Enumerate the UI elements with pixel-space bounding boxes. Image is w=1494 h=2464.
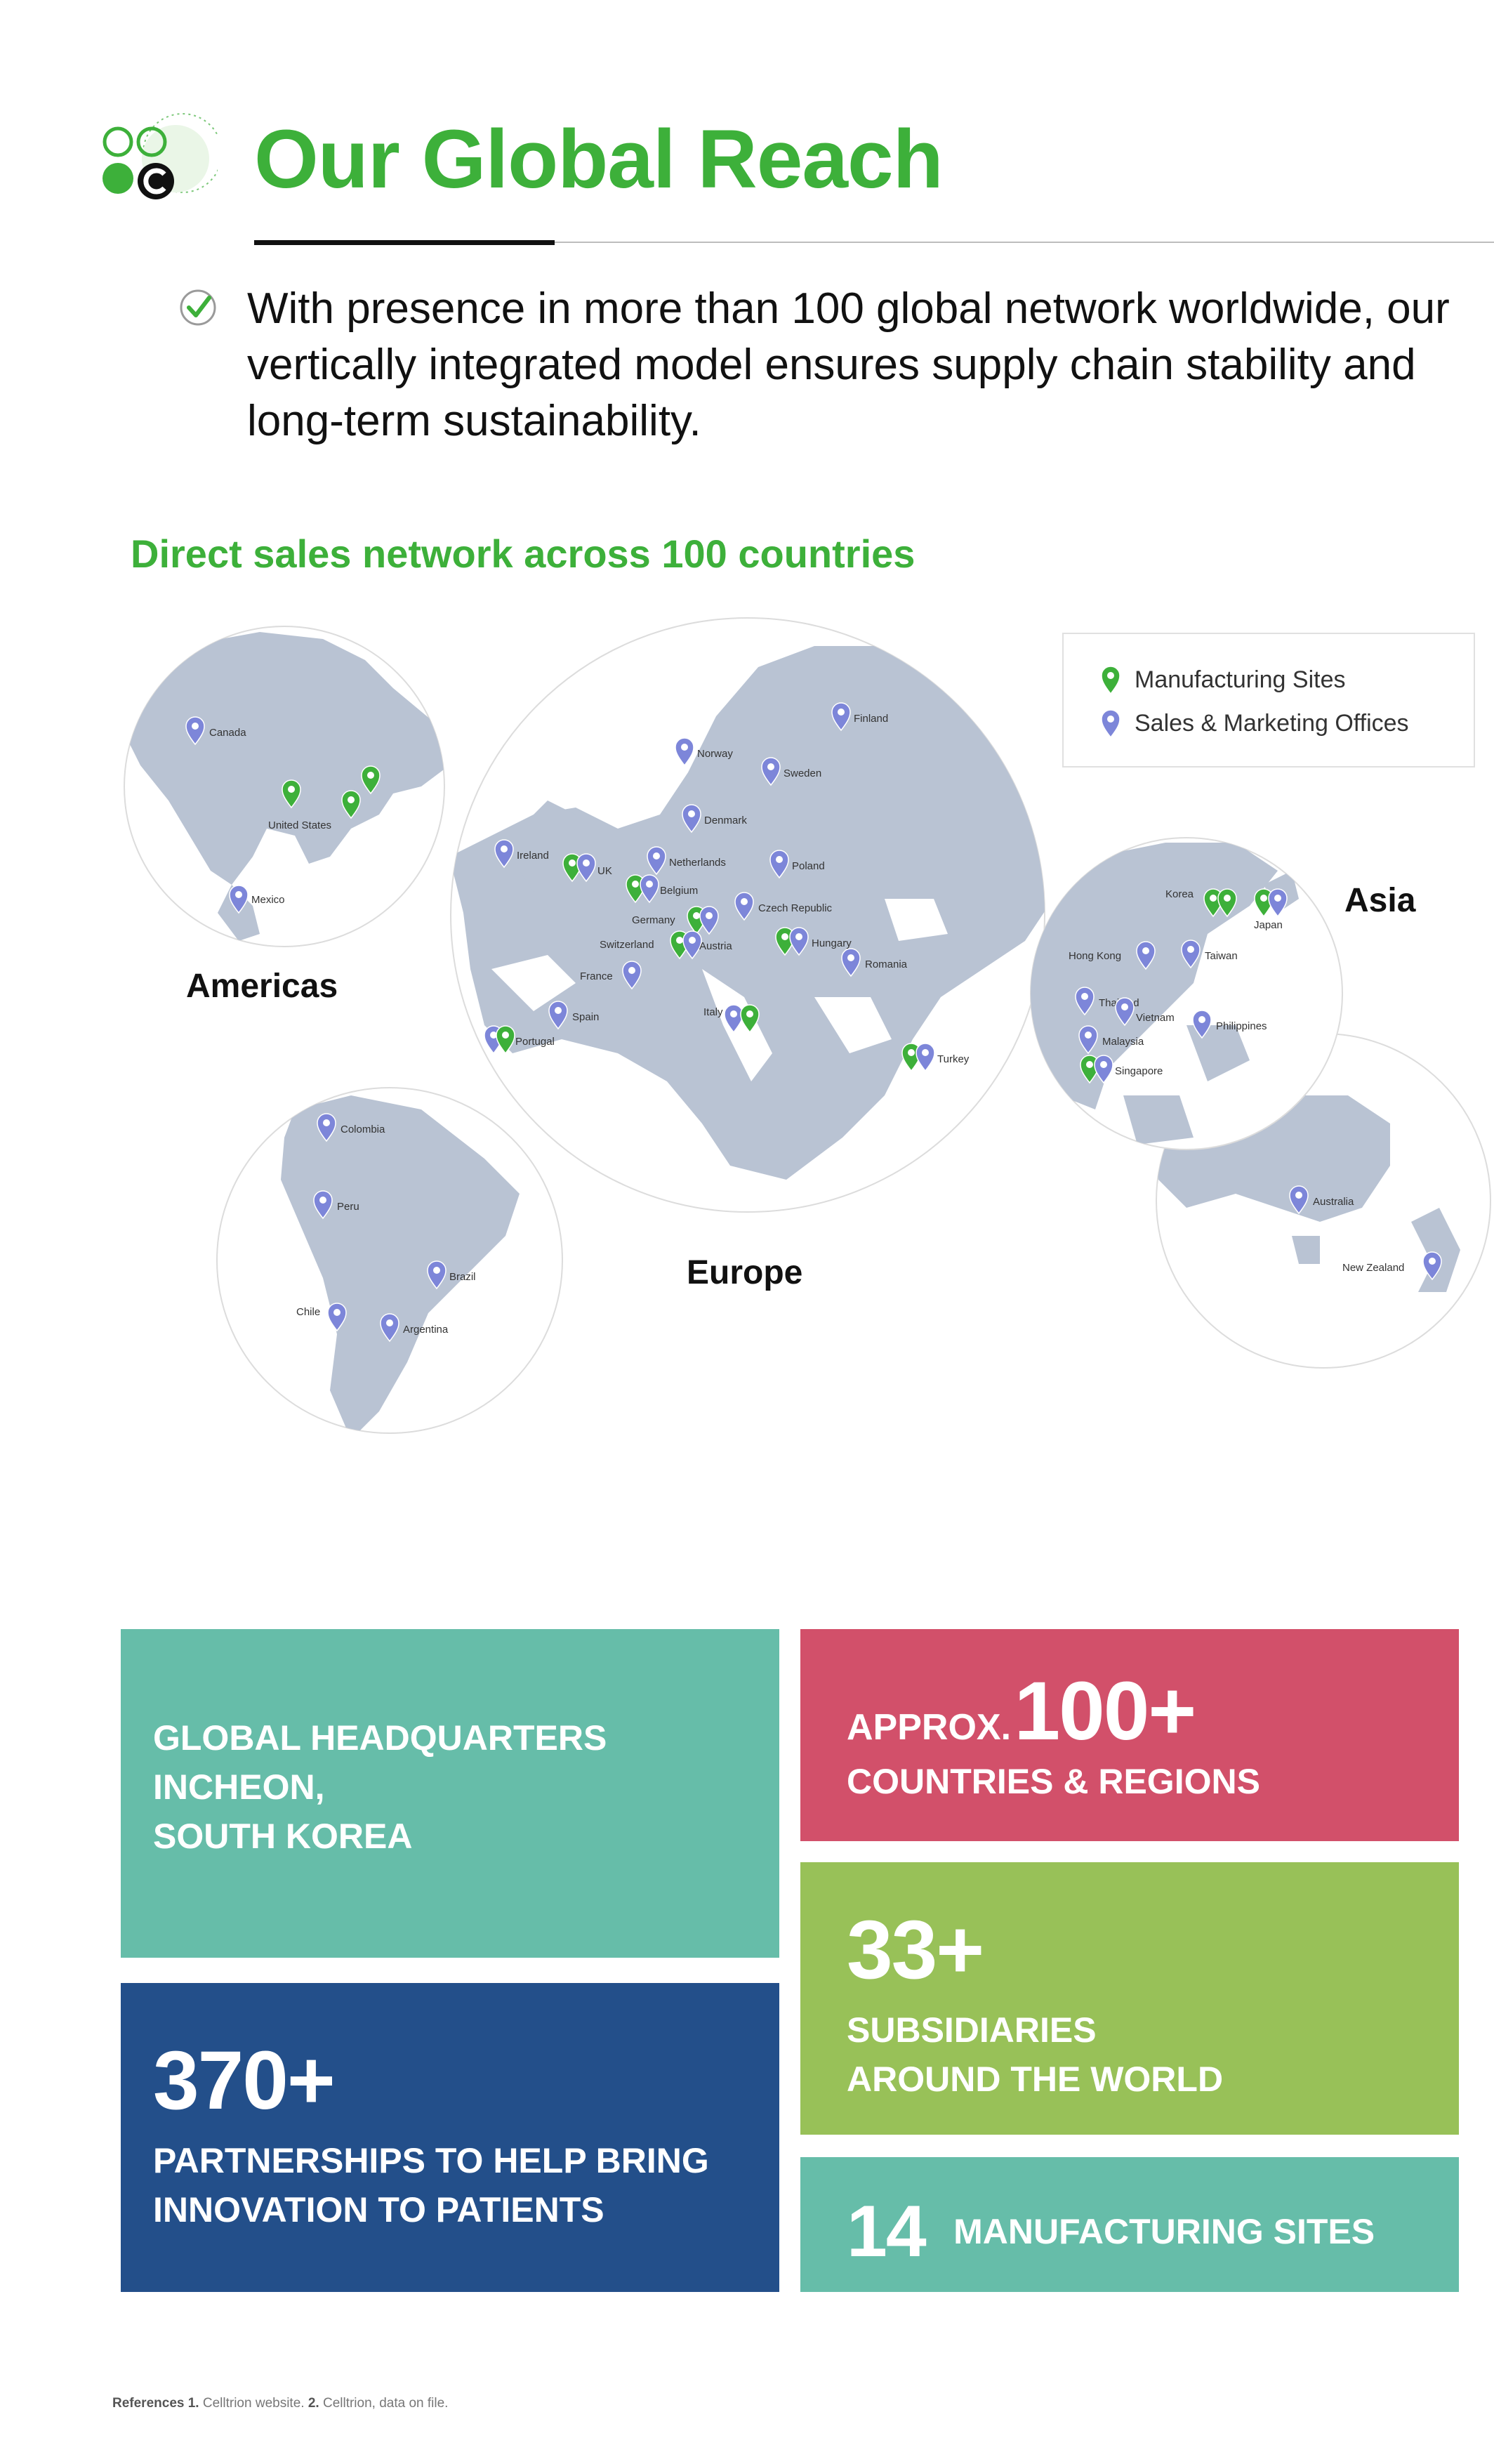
pin-label-vietnam: Vietnam	[1136, 1012, 1175, 1024]
pin-label-romania: Romania	[865, 958, 908, 970]
title-underline	[254, 240, 555, 245]
pin-label-chile: Chile	[296, 1306, 320, 1318]
pin-label-denmark: Denmark	[704, 815, 747, 826]
ref2-text: Celltrion, data on file.	[322, 2396, 449, 2411]
pin-label-uk: UK	[597, 865, 612, 877]
region-label-europe: Europe	[687, 1254, 802, 1291]
pin-label-australia: Australia	[1313, 1196, 1354, 1208]
pin-label-new-zealand: New Zealand	[1342, 1262, 1404, 1274]
map-subtitle: Direct sales network across 100 countrie…	[131, 532, 915, 576]
map-asia: Korea Japan Hong Kong Taiwan Thailand Vi…	[1030, 837, 1343, 1150]
subsidiaries-line-1: SUBSIDIARIES	[847, 2010, 1097, 2050]
pin-label-korea: Korea	[1165, 888, 1194, 900]
map-south-america: Colombia Peru Brazil Chile Argentina	[216, 1087, 563, 1434]
stat-manufacturing: 14 MANUFACTURING SITES	[800, 2157, 1459, 2292]
celltrion-logo-icon	[103, 113, 218, 199]
ref1-number: 1.	[187, 2396, 199, 2411]
map-legend: Manufacturing Sites Sales & Marketing Of…	[1062, 633, 1475, 767]
partnerships-number: 370+	[153, 2034, 336, 2127]
subsidiaries-line-2: AROUND THE WORLD	[847, 2060, 1224, 2099]
legend-sales: Sales & Marketing Offices	[1135, 710, 1409, 737]
region-label-asia: Asia	[1344, 882, 1416, 919]
pin-label-singapore: Singapore	[1115, 1065, 1163, 1077]
pin-label-ireland: Ireland	[517, 850, 549, 862]
pin-label-france: France	[580, 970, 613, 982]
map-europe: Finland Norway Sweden Denmark Ireland UK…	[450, 617, 1045, 1213]
map-north-america: Canada United States Mexico	[124, 626, 445, 947]
pin-label-norway: Norway	[697, 748, 733, 760]
pin-label-japan: Japan	[1254, 919, 1283, 931]
pin-label-argentina: Argentina	[403, 1324, 449, 1336]
pin-label-netherlands: Netherlands	[669, 857, 726, 869]
stat-partnerships: 370+ PARTNERSHIPS TO HELP BRING INNOVATI…	[121, 1983, 779, 2292]
manufacturing-number: 14	[847, 2191, 927, 2272]
countries-number: 100+	[1014, 1665, 1197, 1758]
subsidiaries-number: 33+	[847, 1904, 984, 1996]
pin-label-portugal: Portugal	[515, 1036, 555, 1048]
legend-manufacturing: Manufacturing Sites	[1135, 666, 1346, 693]
world-map-illustration: Canada United States Mexico Colombia Per…	[124, 617, 1491, 1434]
pin-label-belgium: Belgium	[660, 885, 698, 897]
manufacturing-label: MANUFACTURING SITES	[953, 2212, 1375, 2251]
countries-prefix: APPROX.	[847, 1707, 1012, 1748]
stat-headquarters: GLOBAL HEADQUARTERS INCHEON, SOUTH KOREA	[121, 1629, 779, 1958]
hq-line-3: SOUTH KOREA	[153, 1817, 413, 1856]
pin-label-canada: Canada	[209, 727, 246, 739]
page-title: Our Global Reach	[254, 113, 944, 206]
pin-label-switzerland: Switzerland	[600, 939, 654, 951]
pin-label-malaysia: Malaysia	[1102, 1036, 1144, 1048]
intro-text: With presence in more than 100 global ne…	[247, 284, 1450, 445]
pin-label-mexico: Mexico	[251, 894, 285, 906]
pin-label-austria: Austria	[699, 940, 732, 952]
references: References 1. Celltrion website. 2. Cell…	[112, 2396, 448, 2411]
pin-label-hong-kong: Hong Kong	[1069, 950, 1121, 962]
pin-label-turkey: Turkey	[937, 1053, 970, 1065]
pin-label-sweden: Sweden	[784, 767, 821, 779]
ref2-number: 2.	[308, 2396, 319, 2411]
pin-label-colombia: Colombia	[341, 1124, 385, 1135]
pin-label-taiwan: Taiwan	[1205, 950, 1238, 962]
pin-label-spain: Spain	[572, 1011, 599, 1023]
pin-label-poland: Poland	[792, 860, 825, 872]
title-divider	[555, 242, 1494, 243]
ref1-text: Celltrion website.	[202, 2396, 305, 2411]
pin-label-italy: Italy	[703, 1006, 723, 1018]
references-label: References	[112, 2396, 185, 2411]
hq-line-2: INCHEON,	[153, 1767, 325, 1807]
region-label-americas: Americas	[186, 968, 338, 1005]
partnerships-line-1: PARTNERSHIPS TO HELP BRING	[153, 2141, 709, 2180]
pin-label-czech-republic: Czech Republic	[758, 902, 833, 914]
pin-label-philippines: Philippines	[1216, 1020, 1267, 1032]
check-circle-icon	[180, 289, 216, 326]
pin-label-germany: Germany	[632, 914, 675, 926]
partnerships-line-2: INNOVATION TO PATIENTS	[153, 2190, 604, 2229]
hq-line-1: GLOBAL HEADQUARTERS	[153, 1718, 607, 1758]
stat-subsidiaries: 33+ SUBSIDIARIES AROUND THE WORLD	[800, 1862, 1459, 2135]
pin-label-peru: Peru	[337, 1201, 359, 1213]
stat-countries: APPROX. 100+ COUNTRIES & REGIONS	[800, 1629, 1459, 1841]
pin-label-united-states: United States	[268, 819, 331, 831]
pin-label-brazil: Brazil	[449, 1271, 476, 1283]
pin-label-finland: Finland	[854, 713, 888, 725]
countries-label: COUNTRIES & REGIONS	[847, 1762, 1260, 1801]
pin-label-hungary: Hungary	[812, 937, 852, 949]
